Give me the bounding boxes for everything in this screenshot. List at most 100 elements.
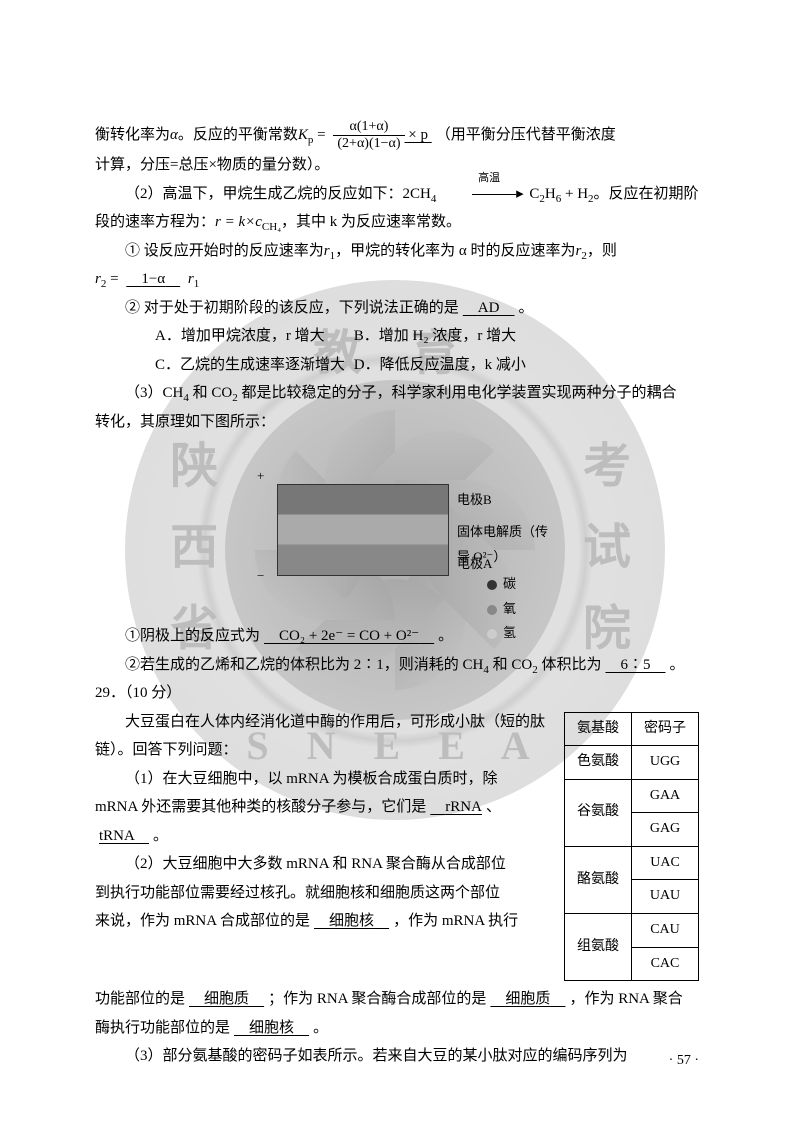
paragraph-3: ① 设反应开始时的反应速率为r1，甲烷的转化率为 α 时的反应速率为r2，则 <box>95 237 699 266</box>
hydrogen-icon <box>487 629 497 639</box>
q29-2e: 功能部位的是 细胞质 ；作为 RNA 聚合酶合成部位的是 细胞质 ，作为 RNA… <box>95 985 699 1014</box>
ans: 细胞质 <box>204 991 249 1007</box>
plus-sign: + <box>257 464 264 489</box>
q29-3: （3）部分氨基酸的密码子如表所示。若来自大豆的某小肽对应的编码序列为 <box>95 1042 699 1071</box>
td-codon: UAU <box>632 880 699 914</box>
paragraph-7: ②若生成的乙烯和乙烷的体积比为 2∶1，则消耗的 CH4 和 CO2 体积比为 … <box>95 651 699 680</box>
legend-h: 氢 <box>503 625 516 640</box>
paragraph-kp2: 计算，分压=总压×物质的量分数）。 <box>95 151 699 180</box>
ans: AD <box>478 300 500 316</box>
answer-cyto1: 细胞质 <box>185 991 268 1007</box>
td-aa: 谷氨酸 <box>565 779 632 846</box>
text: 酶执行功能部位的是 <box>95 1020 230 1036</box>
alpha: α <box>170 127 178 143</box>
period: 。 <box>438 628 453 644</box>
text: ，作为 RNA 聚合 <box>569 991 682 1007</box>
text: H <box>545 186 556 202</box>
text: ① 设反应开始时的反应速率为 <box>125 243 324 259</box>
text: 。反应在初期阶 <box>594 186 699 202</box>
paragraph-r2: r2 = 1−α r1 <box>95 265 699 294</box>
text: （2）高温下，甲烷生成乙烷的反应如下：2CH <box>125 186 431 202</box>
ans: 细胞核 <box>329 913 374 929</box>
td-aa: 酪氨酸 <box>565 846 632 913</box>
comma: 、 <box>486 799 501 815</box>
ans: 细胞核 <box>249 1020 294 1036</box>
text: 都是比较稳定的分子，科学家利用电化学装置实现两种分子的耦合 <box>238 385 677 401</box>
text: + H <box>561 186 588 202</box>
answer-ad: AD <box>459 300 519 316</box>
arrow-label: 高温 <box>448 168 500 189</box>
option-a: A．增加甲烷浓度，r 增大 <box>155 322 350 351</box>
text: （3）CH <box>125 385 183 401</box>
td-aa: 组氨酸 <box>565 914 632 981</box>
eq: = <box>313 127 329 143</box>
table-row: 酪氨酸 UAC <box>565 846 699 880</box>
answer-nucleus1: 细胞核 <box>310 913 393 929</box>
text: 衡转化率为 <box>95 127 170 143</box>
table-row: 氨基酸 密码子 <box>565 712 699 746</box>
fraction: α(1+α) (2+α)(1−α) <box>333 120 404 151</box>
legend: 碳 氧 氢 <box>487 572 516 646</box>
carbon-icon <box>487 580 497 590</box>
rate-eq: r = k×c <box>215 214 262 230</box>
ans: CO₂ + 2e⁻ = CO + O²⁻ <box>279 628 419 644</box>
td-codon: UAC <box>632 846 699 880</box>
text: 体积比为 <box>538 657 602 673</box>
kp: K <box>298 127 308 143</box>
text: 段的速率方程为： <box>95 214 215 230</box>
text: ；作为 RNA 聚合酶合成部位的是 <box>268 991 486 1007</box>
text: ，则 <box>587 243 617 259</box>
paragraph-5b: 转化，其原理如下图所示： <box>95 408 699 437</box>
text: 和 CO <box>489 657 532 673</box>
label-b: 电极B <box>457 488 492 513</box>
text: ，作为 mRNA 执行 <box>393 913 518 929</box>
ans: 细胞质 <box>505 991 550 1007</box>
td-codon: GAG <box>632 813 699 847</box>
paragraph-2b: 段的速率方程为：r = k×cCH₄，其中 k 为反应速率常数。 <box>95 208 699 237</box>
table-row: 谷氨酸 GAA <box>565 779 699 813</box>
answer-r2: 1−α <box>122 271 184 287</box>
legend-c: 碳 <box>503 576 516 591</box>
text: ①阴极上的反应式为 <box>125 628 260 644</box>
answer-kp: α(1+α) (2+α)(1−α) × p <box>329 127 435 143</box>
q29-title: 29．（10 分） <box>95 679 699 708</box>
numerator: α(1+α) <box>333 120 404 136</box>
r: r <box>184 271 194 287</box>
text: ，甲烷的转化率为 α 时的反应速率为 <box>335 243 575 259</box>
sub: CH₄ <box>262 221 281 233</box>
ans: rRNA <box>445 799 482 815</box>
ans: tRNA <box>99 828 134 844</box>
text: mRNA 外还需要其他种类的核酸分子参与，它们是 <box>95 799 426 815</box>
text: 和 CO <box>189 385 232 401</box>
th-aa: 氨基酸 <box>565 712 632 746</box>
table-row: 色氨酸 UGG <box>565 746 699 780</box>
period: 。 <box>670 657 685 673</box>
answer-cyto2: 细胞质 <box>486 991 569 1007</box>
denominator: (2+α)(1−α) <box>333 136 404 151</box>
text: （用平衡分压代替平衡浓度 <box>436 127 616 143</box>
text: ，其中 k 为反应速率常数。 <box>281 214 461 230</box>
option-d: D．降低反应温度，k 减小 <box>354 351 549 380</box>
paragraph-kp: 衡转化率为α。反应的平衡常数Kp = α(1+α) (2+α)(1−α) × p… <box>95 120 699 151</box>
text: 来说，作为 mRNA 合成部位的是 <box>95 913 310 929</box>
eq: = <box>106 271 122 287</box>
text: 。反应的平衡常数 <box>178 127 298 143</box>
options: A．增加甲烷浓度，r 增大 B．增加 H₂ 浓度，r 增大 C．乙烷的生成速率逐… <box>95 322 699 379</box>
electrode-box <box>277 484 449 576</box>
amino-acid-table: 氨基酸 密码子 色氨酸 UGG 谷氨酸 GAA GAG 酪氨酸 UAC UAU … <box>564 712 699 982</box>
text: ② 对于处于初期阶段的该反应，下列说法正确的是 <box>125 300 459 316</box>
td-codon: GAA <box>632 779 699 813</box>
paragraph-5: （3）CH4 和 CO2 都是比较稳定的分子，科学家利用电化学装置实现两种分子的… <box>95 379 699 408</box>
times-p: × p <box>405 127 428 143</box>
paragraph-4: ② 对于处于初期阶段的该反应，下列说法正确的是 AD 。 <box>95 294 699 323</box>
td-codon: CAU <box>632 914 699 948</box>
answer-rrna: rRNA <box>426 799 486 815</box>
ans: 1−α <box>141 271 165 287</box>
period: 。 <box>313 1020 328 1036</box>
td-codon: CAC <box>632 947 699 981</box>
sub: 4 <box>431 193 437 205</box>
reaction-arrow: 高温▸ <box>440 180 526 209</box>
option-b: B．增加 H₂ 浓度，r 增大 <box>354 322 549 351</box>
q29-2h: 酶执行功能部位的是 细胞核 。 <box>95 1014 699 1043</box>
minus-sign: − <box>257 564 264 589</box>
